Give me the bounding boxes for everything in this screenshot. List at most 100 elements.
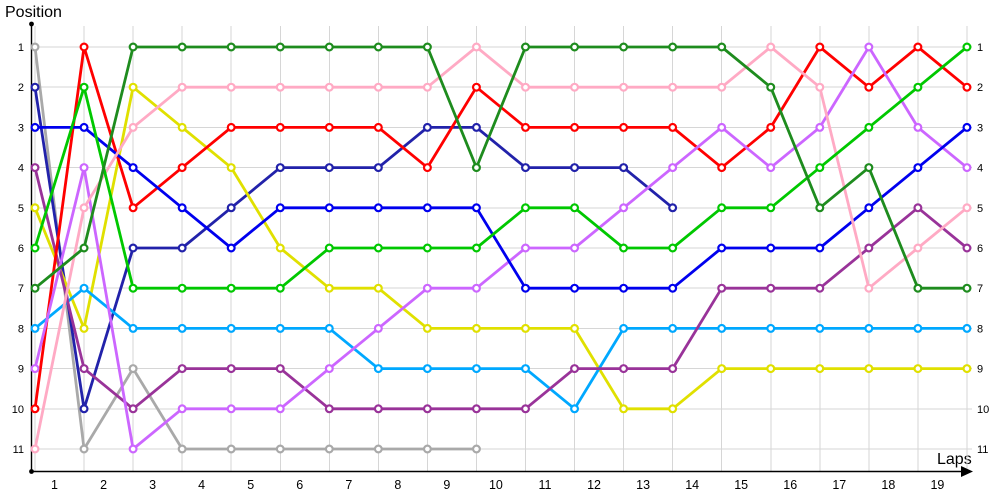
data-point-marker-pink: [570, 82, 580, 92]
x-tick-label: 14: [685, 478, 699, 492]
data-point-marker-pink: [128, 122, 138, 132]
data-point-marker-sky-blue: [422, 364, 432, 374]
x-tick-label: 1: [51, 478, 58, 492]
data-point-marker-red: [717, 163, 727, 173]
data-point-marker-pink: [471, 42, 481, 52]
x-tick-label: 3: [149, 478, 156, 492]
data-point-marker-sky-blue: [619, 323, 629, 333]
data-point-marker-navy: [520, 163, 530, 173]
series-line-blue: [33, 126, 969, 290]
y-tick-label-right: 10: [977, 404, 989, 416]
data-point-marker-yellow: [177, 122, 187, 132]
data-point-marker-dark-green: [30, 283, 40, 293]
data-point-marker-navy: [324, 163, 334, 173]
series-line-purple: [33, 166, 969, 411]
y-tick-label-right: 4: [977, 163, 983, 175]
data-point-marker-green: [766, 203, 776, 213]
data-point-marker-green: [864, 122, 874, 132]
data-point-marker-blue: [275, 203, 285, 213]
data-point-marker-navy: [471, 122, 481, 132]
data-point-marker-navy: [570, 163, 580, 173]
data-point-marker-gray: [324, 444, 334, 454]
data-point-marker-yellow: [570, 323, 580, 333]
x-axis-title: Laps: [937, 451, 972, 468]
data-point-marker-sky-blue: [30, 323, 40, 333]
y-tick-label-left: 4: [18, 163, 24, 175]
series-yellow: [30, 82, 972, 414]
data-point-marker-navy: [30, 82, 40, 92]
data-point-marker-green: [275, 283, 285, 293]
data-point-marker-red: [324, 122, 334, 132]
data-point-marker-navy: [668, 203, 678, 213]
x-tick-label: 16: [783, 478, 797, 492]
data-point-marker-gray: [177, 444, 187, 454]
data-point-marker-blue: [668, 283, 678, 293]
data-point-marker-navy: [177, 243, 187, 253]
data-point-marker-violet: [520, 243, 530, 253]
data-point-marker-green: [30, 243, 40, 253]
data-point-marker-blue: [766, 243, 776, 253]
data-point-marker-dark-green: [668, 42, 678, 52]
data-point-marker-red: [962, 82, 972, 92]
data-point-marker-red: [619, 122, 629, 132]
series-gray: [30, 42, 481, 454]
data-point-marker-blue: [422, 203, 432, 213]
data-point-marker-yellow: [619, 404, 629, 414]
data-point-marker-navy: [226, 203, 236, 213]
data-point-marker-sky-blue: [717, 323, 727, 333]
data-point-marker-yellow: [815, 364, 825, 374]
data-point-marker-blue: [864, 203, 874, 213]
data-point-marker-sky-blue: [520, 364, 530, 374]
series-line-green: [33, 45, 969, 290]
data-point-marker-pink: [177, 82, 187, 92]
data-point-marker-dark-green: [766, 82, 776, 92]
series-pink: [30, 42, 972, 454]
data-point-marker-navy: [619, 163, 629, 173]
y-tick-label-left: 3: [18, 122, 24, 134]
x-axis-arrow: [961, 466, 973, 477]
data-point-marker-dark-green: [570, 42, 580, 52]
data-point-marker-gray: [373, 444, 383, 454]
y-tick-label-right: 7: [977, 283, 983, 295]
data-point-marker-red: [373, 122, 383, 132]
x-tick-label: 8: [394, 478, 401, 492]
data-point-marker-purple: [717, 283, 727, 293]
data-point-marker-navy: [373, 163, 383, 173]
data-point-marker-green: [962, 42, 972, 52]
data-point-marker-green: [177, 283, 187, 293]
data-point-marker-sky-blue: [275, 323, 285, 333]
data-point-marker-yellow: [30, 203, 40, 213]
data-point-marker-sky-blue: [668, 323, 678, 333]
data-point-marker-violet: [815, 122, 825, 132]
data-point-marker-dark-green: [815, 203, 825, 213]
series-navy: [30, 82, 678, 414]
series-green: [30, 42, 972, 293]
data-point-marker-sky-blue: [570, 404, 580, 414]
y-tick-label-right: 6: [977, 243, 983, 255]
data-point-marker-purple: [864, 243, 874, 253]
data-point-marker-violet: [619, 203, 629, 213]
data-point-marker-red: [177, 163, 187, 173]
data-point-marker-red: [570, 122, 580, 132]
data-point-marker-purple: [30, 163, 40, 173]
data-point-marker-dark-green: [864, 163, 874, 173]
series-red: [30, 42, 972, 414]
data-point-marker-yellow: [717, 364, 727, 374]
x-tick-label: 13: [636, 478, 650, 492]
data-point-marker-pink: [324, 82, 334, 92]
data-point-marker-blue: [128, 163, 138, 173]
data-point-marker-purple: [668, 364, 678, 374]
x-tick-label: 15: [734, 478, 748, 492]
data-point-marker-sky-blue: [79, 283, 89, 293]
data-point-marker-navy: [79, 404, 89, 414]
y-axis-end-dot: [29, 21, 34, 27]
y-tick-label-left: 1: [18, 42, 24, 54]
data-point-marker-pink: [668, 82, 678, 92]
data-point-marker-red: [226, 122, 236, 132]
data-point-marker-purple: [373, 404, 383, 414]
data-point-marker-red: [422, 163, 432, 173]
series-line-violet: [33, 45, 969, 451]
data-point-marker-purple: [79, 364, 89, 374]
data-point-marker-dark-green: [471, 163, 481, 173]
data-point-marker-sky-blue: [913, 323, 923, 333]
